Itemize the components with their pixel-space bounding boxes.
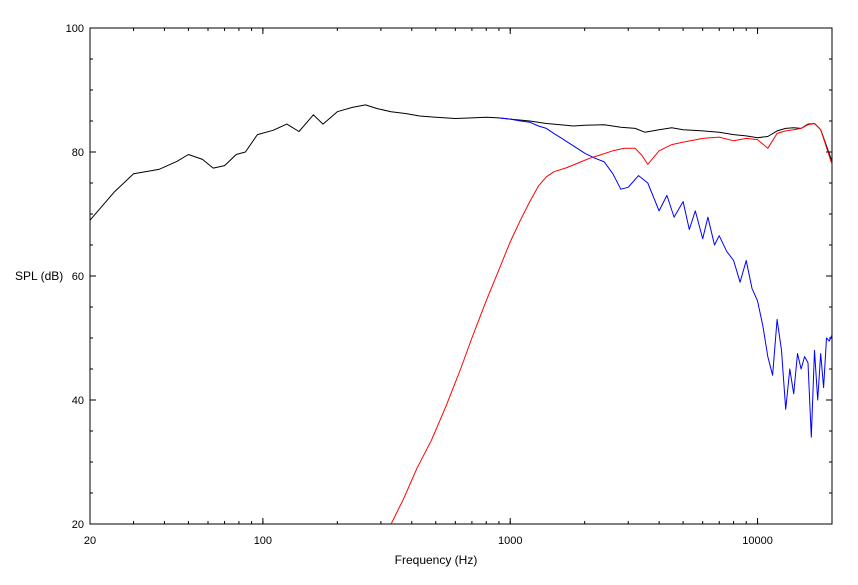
x-tick-label: 1000 — [498, 535, 522, 547]
plot-frame — [89, 27, 833, 525]
y-tick-label: 80 — [72, 147, 84, 159]
y-tick-label: 100 — [66, 23, 84, 35]
x-tick-label: 20 — [84, 535, 96, 547]
x-tick-label: 100 — [254, 535, 272, 547]
x-axis-title: Frequency (Hz) — [395, 553, 478, 567]
series-line-3 — [390, 123, 833, 525]
y-axis-title: SPL (dB) — [15, 269, 63, 283]
y-tick-label: 40 — [72, 395, 84, 407]
series-layer — [89, 104, 833, 525]
axis-ticks: 20 100 1000 10000 20 40 60 80 100 — [66, 23, 833, 547]
y-tick-label: 20 — [72, 519, 84, 531]
series-line-1 — [89, 104, 833, 221]
series-line-2 — [498, 117, 833, 438]
y-tick-label: 60 — [72, 271, 84, 283]
x-tick-label: 10000 — [742, 535, 773, 547]
